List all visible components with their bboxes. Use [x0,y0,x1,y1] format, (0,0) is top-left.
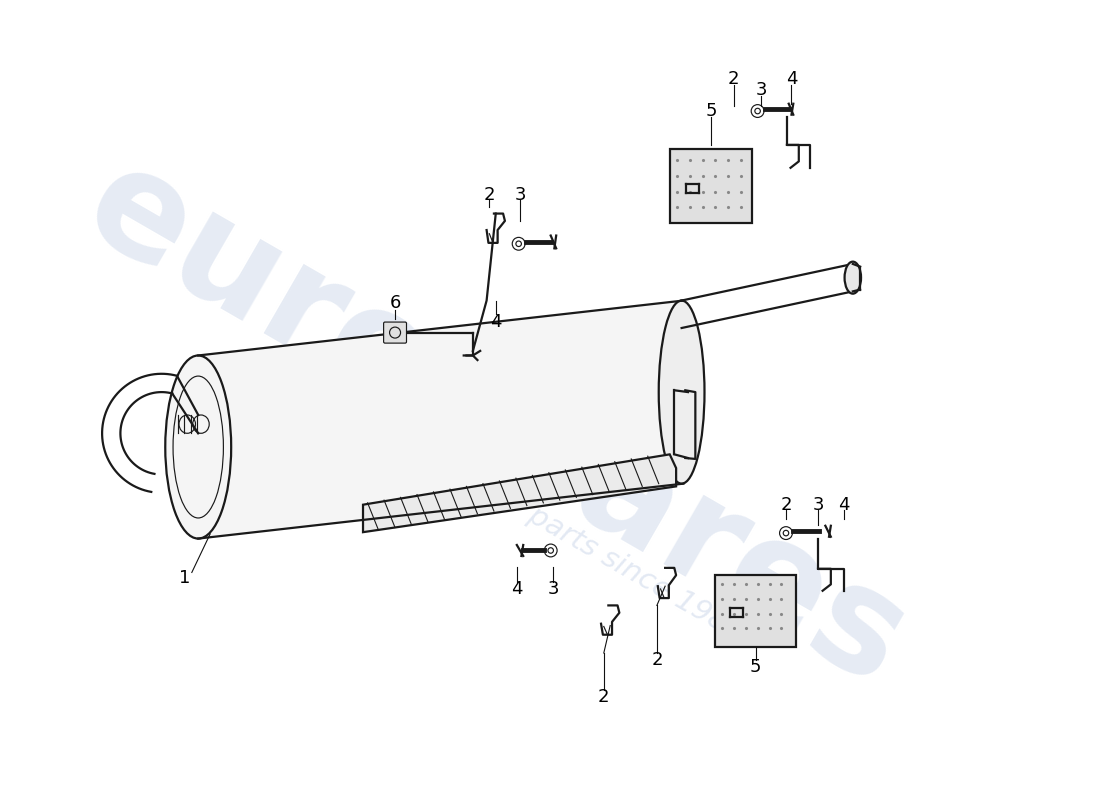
Text: 3: 3 [812,496,824,514]
Ellipse shape [845,262,861,294]
Polygon shape [363,454,676,532]
Text: 3: 3 [548,580,559,598]
Text: 1: 1 [179,569,190,587]
Text: 5: 5 [750,658,761,676]
Text: 4: 4 [785,70,798,88]
Ellipse shape [659,301,704,484]
FancyBboxPatch shape [715,575,796,646]
Text: 5: 5 [705,102,717,120]
Text: 3: 3 [756,81,767,99]
Text: 6: 6 [389,294,400,312]
Text: eurospares: eurospares [62,133,931,716]
Text: 2: 2 [728,70,739,88]
Text: 4: 4 [512,580,522,598]
FancyBboxPatch shape [384,322,407,343]
Text: 2: 2 [651,651,662,670]
FancyBboxPatch shape [670,150,752,222]
Text: 2: 2 [484,186,495,204]
Polygon shape [198,301,683,538]
Ellipse shape [165,355,231,538]
Text: 2: 2 [598,688,609,706]
Text: 4: 4 [838,496,849,514]
Text: 3: 3 [515,186,526,204]
Text: 4: 4 [490,313,502,330]
Text: a passion for parts since 1985: a passion for parts since 1985 [353,402,748,647]
Text: 2: 2 [780,496,792,514]
